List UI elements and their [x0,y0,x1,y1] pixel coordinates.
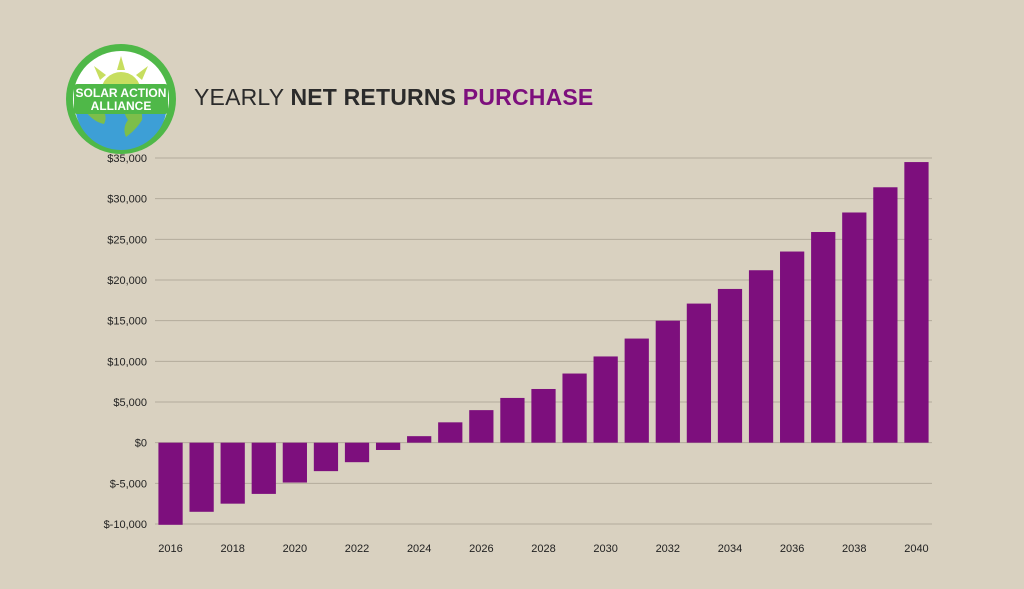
x-tick-label: 2028 [531,543,555,555]
bar-2033 [686,303,712,443]
solar-action-alliance-logo: SOLAR ACTION ALLIANCE [66,44,176,154]
x-axis: 2016 2018 2020 2022 2024 2026 2028 2030 2032 2034… [158,543,928,555]
x-tick-label: 2016 [158,543,182,555]
bar-2022 [344,442,370,463]
bar-2028 [531,388,556,443]
x-tick-label: 2022 [345,543,369,555]
x-tick-label: 2024 [407,543,431,555]
bar-2038 [842,212,867,443]
bar-2016 [158,442,183,525]
bar-2035 [748,270,774,443]
bar-2037 [811,232,836,443]
chart-bars [158,162,929,525]
y-tick-label: $0 [135,438,147,450]
y-axis: $35,000 $30,000 $25,000 $20,000 $15,000 $10,0… [104,153,147,531]
bar-2029 [562,373,587,443]
y-tick-label: $-5,000 [110,478,147,490]
y-tick-label: $-10,000 [104,519,147,531]
y-tick-label: $5,000 [113,397,147,409]
y-tick-label: $35,000 [107,153,147,165]
y-tick-label: $25,000 [107,234,147,246]
y-tick-label: $30,000 [107,194,147,206]
x-tick-label: 2040 [904,543,928,555]
bar-2020 [282,442,307,483]
x-tick-label: 2030 [593,543,617,555]
bar-2025 [438,422,463,443]
bar-2023 [375,442,401,450]
chart-title: YEARLY NET RETURNS PURCHASE [194,84,593,111]
x-tick-label: 2034 [718,543,742,555]
bar-2021 [313,442,339,472]
bar-2019 [251,442,276,494]
title-part-yearly: YEARLY [194,84,291,110]
x-tick-label: 2032 [656,543,680,555]
bar-2034 [717,288,743,443]
title-part-purchase: PURCHASE [462,84,594,110]
x-tick-label: 2020 [283,543,307,555]
title-part-net-returns: NET RETURNS [290,84,463,110]
logo-line1: SOLAR ACTION [76,86,167,100]
bar-2026 [469,410,494,443]
bar-2032 [655,320,680,443]
y-tick-label: $20,000 [107,275,147,287]
x-tick-label: 2018 [220,543,244,555]
bar-2027 [500,397,525,443]
bar-2030 [593,356,618,443]
logo-line2: ALLIANCE [91,99,152,113]
bar-2017 [189,442,214,512]
bar-2039 [873,187,898,443]
x-tick-label: 2026 [469,543,493,555]
y-tick-label: $10,000 [107,356,147,368]
bar-2018 [220,442,245,504]
x-tick-label: 2038 [842,543,866,555]
bar-2036 [780,251,805,443]
bar-2024 [407,436,432,443]
bar-2040 [904,162,929,443]
bar-2031 [624,338,649,443]
y-tick-label: $15,000 [107,316,147,328]
x-tick-label: 2036 [780,543,804,555]
